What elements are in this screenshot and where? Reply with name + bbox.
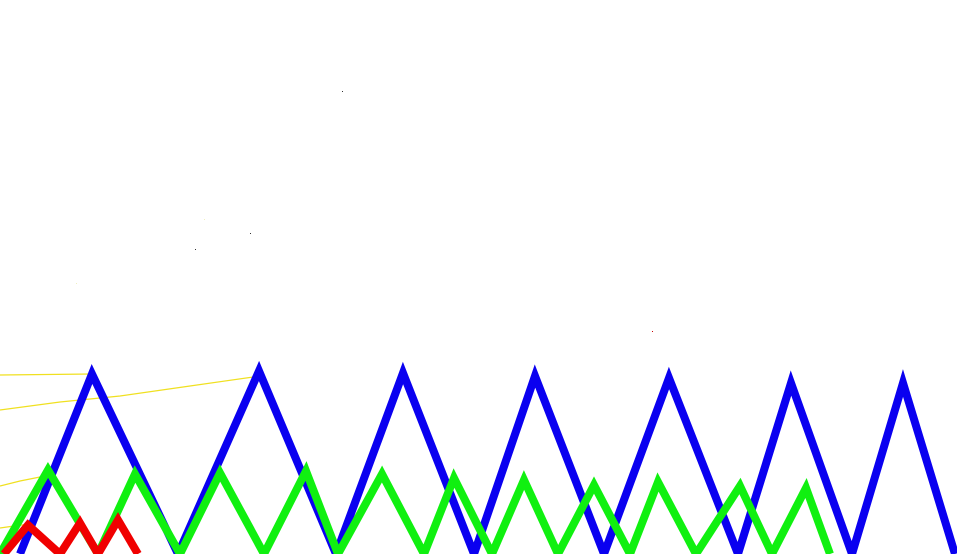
speck-dot <box>76 283 77 284</box>
green-zigzag <box>0 461 834 554</box>
yellow-line-1 <box>0 373 93 376</box>
yellow-line-3 <box>0 476 41 487</box>
speck-dot <box>652 331 653 332</box>
speck-dot <box>342 91 343 92</box>
yellow-line-2 <box>0 375 261 411</box>
speck-dot <box>195 249 196 250</box>
speck-dot <box>250 233 251 234</box>
red-zigzag <box>0 512 142 554</box>
blue-zigzag <box>16 360 957 554</box>
speck-dot <box>204 219 205 220</box>
